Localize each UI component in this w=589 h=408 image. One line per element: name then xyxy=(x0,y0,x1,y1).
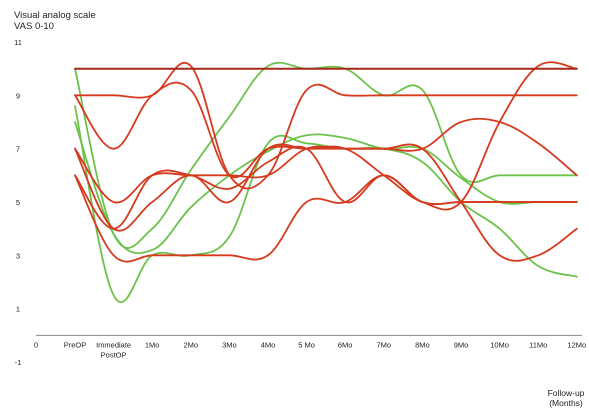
series-line-1 xyxy=(74,61,578,249)
series-line-8 xyxy=(74,145,578,230)
series-line-2 xyxy=(74,105,578,304)
x-axis-title-line: (Months) xyxy=(549,398,583,408)
x-tick-label: 11Mo xyxy=(529,340,547,349)
x-tick-label: Immediate xyxy=(96,340,131,349)
y-tick-label: 3 xyxy=(16,251,20,260)
y-tick-label: 9 xyxy=(16,91,20,100)
x-tick-label: 6Mo xyxy=(338,340,353,349)
x-tick-label: PreOP xyxy=(64,340,87,349)
series-line-9 xyxy=(74,174,578,263)
series-line-3 xyxy=(74,121,578,255)
x-tick-label: 3Mo xyxy=(222,340,237,349)
y-tick-label: 11 xyxy=(14,38,22,47)
y-tick-label: 5 xyxy=(16,198,20,207)
y-axis-title-line: VAS 0-10 xyxy=(14,21,54,32)
x-axis-title: Follow-up(Months) xyxy=(548,388,585,408)
y-axis-ticks: 11 9 7 5 3 1 -1 xyxy=(14,38,22,367)
x-tick-label: 8Mo xyxy=(415,340,430,349)
x-tick-label: 10Mo xyxy=(490,340,509,349)
series-lines xyxy=(74,61,578,304)
x-tick-label: 7Mo xyxy=(377,340,392,349)
y-tick-label: 1 xyxy=(16,305,20,314)
x-tick-label: PostOP xyxy=(101,350,127,359)
y-tick-label: 7 xyxy=(16,145,20,154)
series-line-6 xyxy=(74,117,578,232)
x-tick-label: 1Mo xyxy=(145,340,160,349)
x-tick-label: 2Mo xyxy=(184,340,199,349)
x-tick-label: 4Mo xyxy=(261,340,276,349)
series-line-4 xyxy=(74,61,578,211)
x-origin-label: 0 xyxy=(34,340,38,349)
x-axis-title-line: Follow-up xyxy=(548,388,585,398)
x-tick-label: 12Mo xyxy=(567,340,586,349)
x-tick-label: 9Mo xyxy=(454,340,469,349)
y-tick-label: -1 xyxy=(15,358,22,367)
series-line-5 xyxy=(74,62,578,190)
x-tick-label: 5 Mo xyxy=(298,340,315,349)
y-axis-title-line: Visual analog scale xyxy=(14,10,96,21)
